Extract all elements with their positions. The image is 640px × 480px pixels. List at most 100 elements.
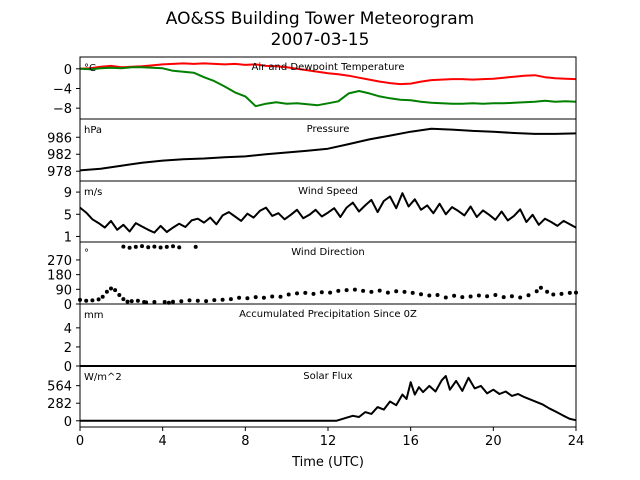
panel-3-point-16 — [171, 299, 175, 304]
panel-3-unit: ° — [84, 248, 89, 259]
panel-3-point-74 — [164, 244, 169, 249]
panel-3-point-54 — [485, 294, 490, 299]
panel-3-point-53 — [476, 293, 481, 298]
panel-3-point-44 — [402, 289, 407, 294]
panel-3-ytick-label-3: 0 — [64, 298, 72, 313]
panel-3-point-51 — [460, 295, 465, 300]
panel-3-point-25 — [245, 296, 250, 301]
panel-3-point-38 — [352, 287, 357, 292]
panel-0-ytick-label-0: 0 — [64, 63, 72, 78]
panel-3-ytick-label-1: 180 — [47, 269, 72, 284]
panel-5-title: Solar Flux — [303, 371, 353, 382]
panel-2-title: Wind Speed — [298, 186, 358, 197]
panel-1-ytick-label-0: 986 — [47, 131, 72, 146]
panel-3-point-8 — [117, 293, 122, 297]
chart-subtitle: 2007-03-15 — [271, 30, 370, 50]
panel-3-point-2 — [90, 298, 95, 303]
panel-3-point-37 — [344, 288, 349, 293]
panel-3-point-73 — [158, 245, 163, 250]
panel-2-ytick-label-2: 1 — [64, 230, 72, 245]
chart-title: AO&SS Building Tower Meteorogram — [166, 9, 474, 29]
panel-3-point-45 — [410, 290, 415, 295]
panel-3-point-43 — [394, 289, 399, 294]
panel-3-point-3 — [96, 297, 101, 302]
panel-2-ytick-label-1: 5 — [64, 208, 72, 223]
panel-3-point-42 — [385, 290, 390, 295]
panel-3-point-61 — [538, 285, 543, 290]
panel-3-title: Wind Direction — [291, 247, 365, 258]
panel-3-point-40 — [369, 289, 374, 294]
panel-3-point-27 — [261, 295, 266, 300]
panel-3-point-70 — [140, 244, 144, 249]
panel-3-point-22 — [220, 297, 225, 302]
panel-4-ytick-label-1: 2 — [64, 341, 72, 356]
panel-3-point-4 — [100, 294, 105, 299]
panel-3-point-15 — [162, 300, 167, 304]
x-tick-label-1: 4 — [159, 434, 167, 449]
panel-0-unit: °C — [84, 63, 96, 74]
panel-3-point-36 — [336, 288, 341, 293]
panel-4-ytick-label-2: 0 — [64, 360, 72, 375]
panel-3-ytick-label-2: 90 — [55, 283, 72, 298]
panel-3-point-64 — [559, 291, 564, 296]
panel-3-point-26 — [253, 295, 258, 300]
panel-3-point-56 — [501, 295, 506, 300]
panel-3-point-57 — [509, 294, 514, 299]
panel-3-point-76 — [177, 245, 182, 250]
panel-1-unit: hPa — [84, 125, 102, 136]
panel-3-point-1 — [84, 298, 89, 303]
panel-3-point-48 — [435, 293, 440, 297]
panel-5-ytick-label-0: 564 — [47, 380, 72, 395]
panel-4-ytick-label-0: 4 — [64, 322, 72, 337]
panel-3-point-60 — [534, 289, 539, 294]
panel-3-point-65 — [567, 290, 572, 295]
x-tick-label-6: 24 — [568, 434, 585, 449]
panel-3-point-17 — [179, 299, 184, 304]
panel-3-point-31 — [295, 291, 299, 296]
panel-3-point-30 — [286, 292, 291, 297]
panel-5-ytick-label-1: 282 — [47, 397, 72, 412]
panel-3-point-29 — [278, 294, 283, 299]
panel-3-point-58 — [518, 295, 523, 300]
panel-3-point-19 — [195, 298, 200, 303]
panel-3-point-72 — [152, 244, 157, 249]
x-tick-label-5: 20 — [485, 434, 502, 449]
panel-3-point-33 — [311, 291, 316, 296]
panel-3-point-47 — [427, 293, 432, 298]
panel-1-series-0-line — [79, 127, 577, 172]
panel-3-point-59 — [526, 293, 531, 298]
panel-3-point-75 — [171, 244, 175, 249]
panel-3-point-62 — [545, 289, 550, 294]
panel-3-point-34 — [319, 290, 324, 295]
panel-3-point-28 — [270, 294, 275, 299]
panel-3-point-69 — [133, 244, 138, 249]
panel-2-unit: m/s — [84, 187, 102, 198]
panel-1-title: Pressure — [307, 124, 350, 135]
x-tick-label-3: 12 — [320, 434, 337, 449]
panel-2-ytick-label-0: 9 — [64, 186, 72, 201]
panel-3-point-11 — [129, 299, 134, 304]
panel-3-point-46 — [419, 292, 423, 297]
panel-3-point-20 — [204, 299, 209, 304]
x-tick-label-2: 8 — [241, 434, 249, 449]
panel-3-point-50 — [452, 293, 457, 298]
panel-3-point-77 — [193, 244, 198, 249]
panel-4-title: Accumulated Precipitation Since 0Z — [239, 309, 417, 320]
panel-3-point-52 — [468, 294, 473, 299]
chart-panels: 0−4−8°C Air and Dewpoint Temperature98698… — [47, 56, 585, 449]
panel-3-point-12 — [135, 298, 140, 303]
panel-3-point-18 — [187, 298, 192, 303]
panel-3-ytick-label-0: 270 — [47, 254, 72, 269]
panel-3-point-32 — [303, 290, 308, 295]
panel-2-series-0-line — [79, 192, 577, 234]
panel-0-ytick-label-1: −4 — [53, 82, 72, 97]
panel-5-ytick-label-2: 0 — [64, 415, 72, 430]
panel-3-point-7 — [113, 288, 118, 293]
x-axis-label: Time (UTC) — [291, 455, 364, 470]
panel-0-series-0-line — [79, 62, 577, 86]
panel-0-title: Air and Dewpoint Temperature — [252, 62, 405, 73]
panel-1-ytick-label-1: 982 — [47, 148, 72, 163]
panel-3-point-55 — [493, 293, 498, 297]
panel-3-point-35 — [328, 290, 333, 295]
x-tick-label-4: 16 — [402, 434, 419, 449]
